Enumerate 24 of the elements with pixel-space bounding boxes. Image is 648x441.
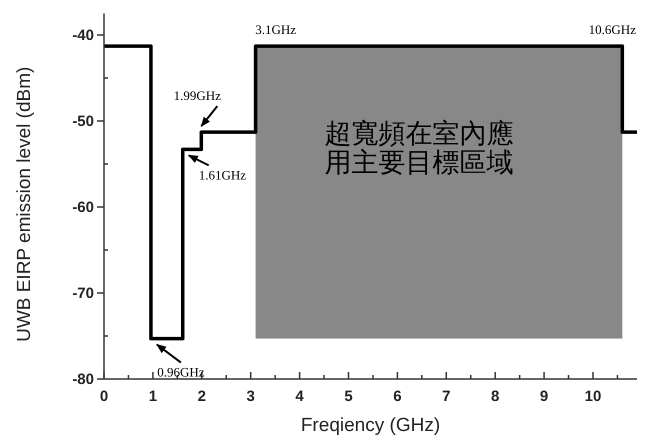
y-tick-label: -40 [72,27,94,44]
x-tick-label: 0 [100,388,108,405]
x-tick-label: 9 [540,388,548,405]
annotation: 1.61GHz [198,167,246,182]
x-tick-label: 1 [148,388,158,405]
x-tick-label: 3 [246,388,255,405]
y-tick-label: -60 [72,199,94,216]
x-tick-label: 7 [442,388,450,405]
x-tick-label: 4 [295,388,304,405]
y-axis-title: UWB EIRP emission level (dBm) [14,66,35,342]
x-tick-label: 8 [491,388,500,405]
y-tick-label: -50 [72,113,94,130]
band-label: 超寬頻在室內應用主要目標區域 [324,118,514,178]
annotation: 1.99GHz [174,88,222,104]
y-tick-label: -80 [72,371,94,388]
x-tick-label: 6 [393,388,402,405]
x-tick-label: 5 [344,388,353,405]
annotation: 10.6GHz [588,22,636,38]
y-tick-label: -70 [72,285,94,302]
annotation: 3.1GHz [255,22,296,38]
x-axis-title: Freqiency (GHz) [300,415,440,436]
annotation: 0.96GHz [157,364,205,380]
x-tick-label: 10 [584,388,602,405]
x-tick-label: 2 [198,388,206,405]
